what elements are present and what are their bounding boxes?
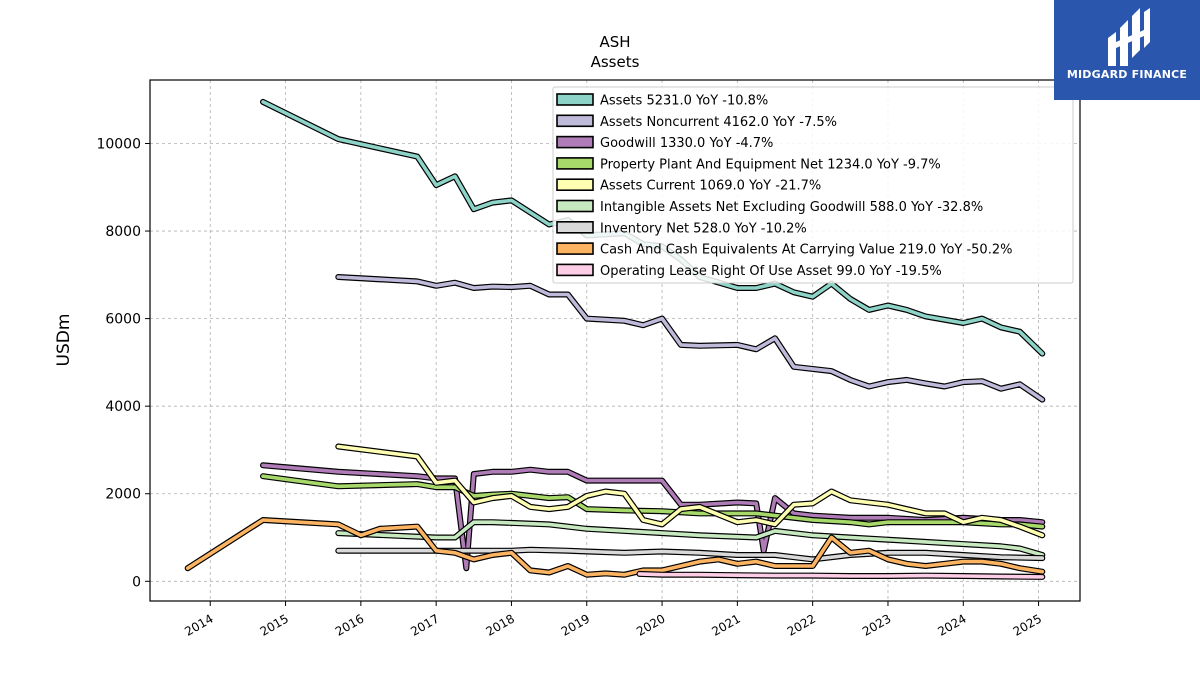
legend-box	[552, 86, 1074, 284]
y-tick-label: 8000	[105, 224, 141, 240]
x-tick-label: 2020	[634, 611, 667, 638]
series-line	[185, 518, 1045, 577]
series-6	[335, 546, 1046, 563]
x-tick-label: 2017	[408, 611, 441, 638]
series-line	[336, 520, 1045, 557]
y-tick-label: 10000	[96, 136, 141, 152]
series-line	[336, 275, 1045, 402]
legend-swatch	[556, 114, 594, 128]
x-tick-label: 2025	[1011, 611, 1044, 638]
y-tick-label: 4000	[105, 399, 141, 415]
legend-label: Assets 5231.0 YoY -10.8%	[600, 94, 768, 109]
logo-text: MIDGARD FINANCE	[1066, 68, 1188, 81]
x-tick-label: 2019	[559, 611, 592, 638]
x-tick-label: 2018	[484, 611, 517, 638]
legend-label: Inventory Net 528.0 YoY -10.2%	[600, 221, 807, 236]
legend-label: Assets Current 1069.0 YoY -21.7%	[600, 179, 821, 194]
series-2	[260, 462, 1046, 572]
brand-logo: MIDGARD FINANCE	[1054, 0, 1200, 100]
series-7	[184, 517, 1046, 578]
legend-label: Assets Noncurrent 4162.0 YoY -7.5%	[600, 115, 837, 130]
legend-label: Cash And Cash Equivalents At Carrying Va…	[600, 243, 1012, 258]
y-tick-label: 0	[132, 574, 141, 590]
legend-swatch	[556, 93, 594, 106]
legend-swatch	[556, 157, 594, 170]
y-tick-label: 6000	[105, 312, 141, 328]
legend-swatch	[556, 221, 594, 234]
x-tick-label: 2015	[258, 611, 291, 638]
legend-swatch	[556, 178, 594, 191]
legend-label: Property Plant And Equipment Net 1234.0 …	[600, 157, 941, 172]
series-line-outline	[335, 274, 1046, 403]
x-tick-label: 2022	[785, 611, 818, 638]
plot-frame	[149, 79, 1081, 602]
x-tick-label: 2024	[935, 611, 968, 638]
x-tick-label: 2021	[709, 611, 742, 638]
legend-swatch	[556, 263, 594, 277]
series-line	[336, 444, 1045, 538]
legend-label: Goodwill 1330.0 YoY -4.7%	[600, 136, 773, 151]
x-tick-label: 2016	[333, 611, 366, 638]
series-8	[636, 570, 1046, 580]
y-axis-ticks: 0 2000 4000 6000 8000 10000	[96, 136, 150, 590]
x-tick-label: 2014	[182, 611, 215, 638]
series-line	[336, 547, 1045, 562]
legend-swatch	[556, 135, 594, 149]
y-tick-label: 2000	[105, 487, 141, 503]
legend-swatch	[556, 242, 594, 255]
legend-label: Intangible Assets Net Excluding Goodwill…	[600, 200, 983, 215]
chart-subtitle: Assets	[591, 53, 640, 71]
legend-swatch	[556, 199, 594, 213]
midgard-logo-icon	[1108, 8, 1150, 66]
legend-label: Operating Lease Right Of Use Asset 99.0 …	[600, 264, 942, 279]
legend: Assets 5231.0 YoY -10.8% Assets Noncurren…	[552, 86, 1074, 284]
series-1	[335, 274, 1046, 403]
x-tick-label: 2023	[860, 611, 893, 638]
series-line	[261, 463, 1045, 571]
series-line	[637, 572, 1045, 579]
x-axis-ticks: 2014 2015 2016 2017 2018 2019 2020 2021 2022 2023…	[182, 601, 1044, 639]
y-axis-label: USDm	[54, 314, 74, 367]
series-5	[335, 519, 1046, 558]
series-4	[335, 443, 1046, 539]
chart-title: ASH	[599, 33, 630, 51]
